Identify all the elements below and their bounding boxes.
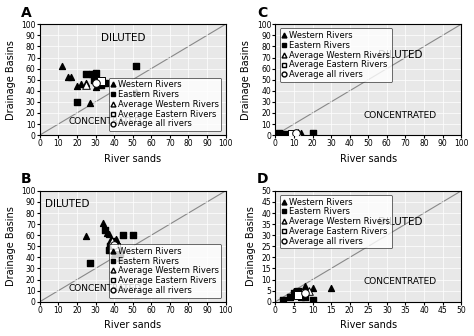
Point	[133, 64, 140, 69]
Point	[90, 70, 98, 76]
Point	[119, 233, 127, 238]
Point	[112, 247, 120, 252]
Y-axis label: Drainage Basins: Drainage Basins	[246, 206, 256, 286]
Text: DILUTED: DILUTED	[378, 50, 422, 60]
Point	[105, 247, 112, 252]
Point	[292, 130, 300, 136]
Point	[86, 260, 94, 266]
X-axis label: River sands: River sands	[340, 154, 397, 164]
Point	[110, 243, 118, 248]
Point	[309, 286, 316, 291]
Point	[116, 256, 123, 261]
Point	[101, 80, 109, 86]
Point	[294, 288, 301, 293]
Point	[305, 288, 313, 293]
Point	[110, 238, 118, 244]
Point	[292, 130, 300, 136]
Text: B: B	[21, 172, 32, 186]
Point	[82, 83, 90, 88]
Point	[286, 295, 294, 300]
Point	[112, 236, 120, 241]
Point	[82, 234, 90, 239]
Text: CONCENTRATED: CONCENTRATED	[68, 117, 141, 126]
Point	[73, 99, 81, 104]
Point	[301, 290, 309, 296]
Point	[97, 83, 105, 88]
Point	[309, 130, 316, 136]
Point	[73, 84, 81, 89]
Point	[290, 290, 298, 296]
Point	[92, 80, 100, 86]
Point	[298, 130, 305, 136]
Text: A: A	[21, 6, 32, 20]
Text: DILUTED: DILUTED	[46, 199, 90, 209]
Point	[64, 75, 72, 80]
Text: C: C	[257, 6, 267, 20]
Point	[77, 81, 84, 87]
Point	[82, 80, 90, 86]
X-axis label: River sands: River sands	[340, 321, 397, 330]
Point	[301, 284, 309, 289]
Point	[112, 245, 120, 250]
Point	[107, 238, 114, 244]
Point	[294, 130, 301, 136]
Y-axis label: Drainage Basins: Drainage Basins	[6, 40, 16, 120]
Point	[97, 78, 105, 83]
Text: CONCENTRATED: CONCENTRATED	[363, 111, 437, 120]
Legend: Western Rivers, Eastern Rivers, Average Western Rivers, Average Eastern Rivers, : Western Rivers, Eastern Rivers, Average …	[280, 29, 392, 82]
Legend: Western Rivers, Eastern Rivers, Average Western Rivers, Average Eastern Rivers, : Western Rivers, Eastern Rivers, Average …	[280, 195, 392, 248]
Point	[309, 297, 316, 302]
Point	[294, 131, 301, 137]
Point	[279, 297, 287, 302]
Point	[116, 251, 123, 257]
Point	[105, 232, 112, 237]
Point	[92, 70, 100, 76]
Point	[101, 227, 109, 233]
Point	[110, 251, 118, 257]
Point	[103, 230, 110, 236]
Point	[107, 244, 114, 249]
Point	[90, 77, 98, 82]
Point	[88, 72, 96, 77]
Point	[133, 89, 140, 94]
Point	[298, 292, 305, 298]
Point	[99, 220, 107, 226]
Point	[107, 244, 114, 249]
Point	[328, 286, 335, 291]
Point	[288, 131, 296, 137]
Legend: Western Rivers, Eastern Rivers, Average Western Rivers, Average Eastern Rivers, : Western Rivers, Eastern Rivers, Average …	[109, 78, 221, 131]
Text: CONCENTRATED: CONCENTRATED	[363, 277, 437, 286]
Text: DILUTED: DILUTED	[378, 217, 422, 227]
Point	[82, 72, 90, 77]
Point	[275, 130, 283, 136]
Text: CONCENTRATED: CONCENTRATED	[68, 284, 141, 293]
Point	[129, 233, 137, 238]
Point	[68, 75, 75, 80]
Point	[290, 288, 298, 293]
X-axis label: River sands: River sands	[104, 154, 161, 164]
Point	[58, 64, 66, 69]
Text: D: D	[257, 172, 268, 186]
Y-axis label: Drainage Basins: Drainage Basins	[6, 206, 16, 286]
Point	[92, 85, 100, 90]
Point	[109, 238, 116, 244]
Point	[298, 295, 305, 300]
Point	[86, 100, 94, 106]
Text: DILUTED: DILUTED	[101, 33, 146, 43]
Point	[281, 131, 289, 137]
X-axis label: River sands: River sands	[104, 321, 161, 330]
Point	[294, 292, 301, 298]
Y-axis label: Drainage Basins: Drainage Basins	[241, 40, 251, 120]
Legend: Western Rivers, Eastern Rivers, Average Western Rivers, Average Eastern Rivers, : Western Rivers, Eastern Rivers, Average …	[109, 244, 221, 298]
Point	[301, 295, 309, 300]
Point	[109, 247, 116, 252]
Point	[95, 79, 103, 85]
